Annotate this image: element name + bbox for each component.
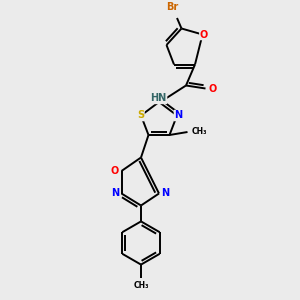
Text: N: N [161,188,170,199]
Text: N: N [174,110,183,121]
Text: HN: HN [150,93,167,103]
Text: Br: Br [167,2,178,12]
Text: N: N [111,188,119,199]
Text: O: O [200,29,208,40]
Text: CH₃: CH₃ [133,281,149,290]
Text: CH₃: CH₃ [191,128,207,136]
Text: S: S [137,110,144,121]
Text: O: O [209,83,217,94]
Text: O: O [111,166,119,176]
